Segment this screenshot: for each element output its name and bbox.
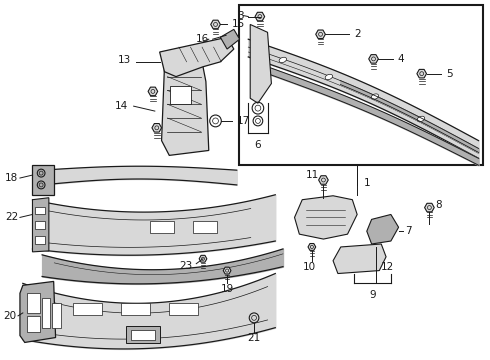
Text: 12: 12 — [381, 262, 394, 272]
Bar — [35, 221, 45, 229]
Polygon shape — [333, 244, 386, 274]
Polygon shape — [294, 196, 357, 239]
Polygon shape — [318, 176, 328, 184]
Text: 19: 19 — [220, 284, 234, 294]
Polygon shape — [199, 255, 207, 262]
Polygon shape — [250, 24, 271, 103]
Bar — [150, 221, 174, 233]
Bar — [32, 165, 54, 195]
Text: 23: 23 — [179, 261, 193, 271]
Polygon shape — [417, 69, 426, 78]
Text: 10: 10 — [302, 262, 316, 272]
Polygon shape — [160, 37, 234, 77]
Text: 3: 3 — [237, 10, 244, 21]
Bar — [35, 207, 45, 215]
Bar — [52, 303, 61, 328]
Polygon shape — [152, 123, 162, 132]
Ellipse shape — [279, 57, 287, 63]
Polygon shape — [223, 267, 231, 274]
Polygon shape — [148, 87, 158, 96]
Text: 5: 5 — [446, 69, 452, 79]
Text: 16: 16 — [196, 34, 209, 44]
Polygon shape — [211, 20, 220, 29]
Bar — [26, 293, 40, 313]
Polygon shape — [367, 215, 398, 244]
Bar — [73, 303, 102, 315]
Bar — [121, 303, 150, 315]
Bar — [35, 236, 45, 244]
Text: 4: 4 — [397, 54, 404, 64]
Text: 11: 11 — [305, 170, 318, 180]
Bar — [42, 298, 50, 328]
Text: 22: 22 — [5, 212, 18, 222]
Text: 8: 8 — [435, 199, 442, 210]
Text: 18: 18 — [5, 173, 18, 183]
Bar — [169, 303, 198, 315]
Text: 6: 6 — [255, 140, 261, 149]
Text: 21: 21 — [247, 333, 261, 342]
Text: 13: 13 — [118, 55, 131, 65]
Polygon shape — [162, 57, 209, 156]
Polygon shape — [308, 243, 316, 250]
Polygon shape — [32, 198, 49, 252]
Ellipse shape — [325, 74, 333, 80]
Polygon shape — [368, 55, 378, 63]
Text: 20: 20 — [3, 311, 16, 321]
Text: 9: 9 — [369, 290, 376, 300]
Bar — [131, 330, 155, 339]
Polygon shape — [20, 282, 55, 342]
Text: 17: 17 — [237, 116, 250, 126]
Bar — [126, 326, 160, 343]
Polygon shape — [220, 30, 240, 49]
Polygon shape — [316, 30, 325, 39]
Text: 2: 2 — [354, 29, 361, 39]
Text: 7: 7 — [405, 226, 412, 236]
Polygon shape — [425, 203, 434, 212]
Text: 14: 14 — [115, 101, 128, 111]
Polygon shape — [255, 12, 265, 21]
Text: 15: 15 — [232, 19, 245, 30]
Ellipse shape — [371, 94, 379, 99]
Bar — [194, 221, 218, 233]
Bar — [170, 86, 192, 104]
Ellipse shape — [417, 116, 425, 122]
Text: 1: 1 — [364, 178, 370, 188]
Bar — [239, 5, 483, 165]
Bar — [26, 316, 40, 332]
